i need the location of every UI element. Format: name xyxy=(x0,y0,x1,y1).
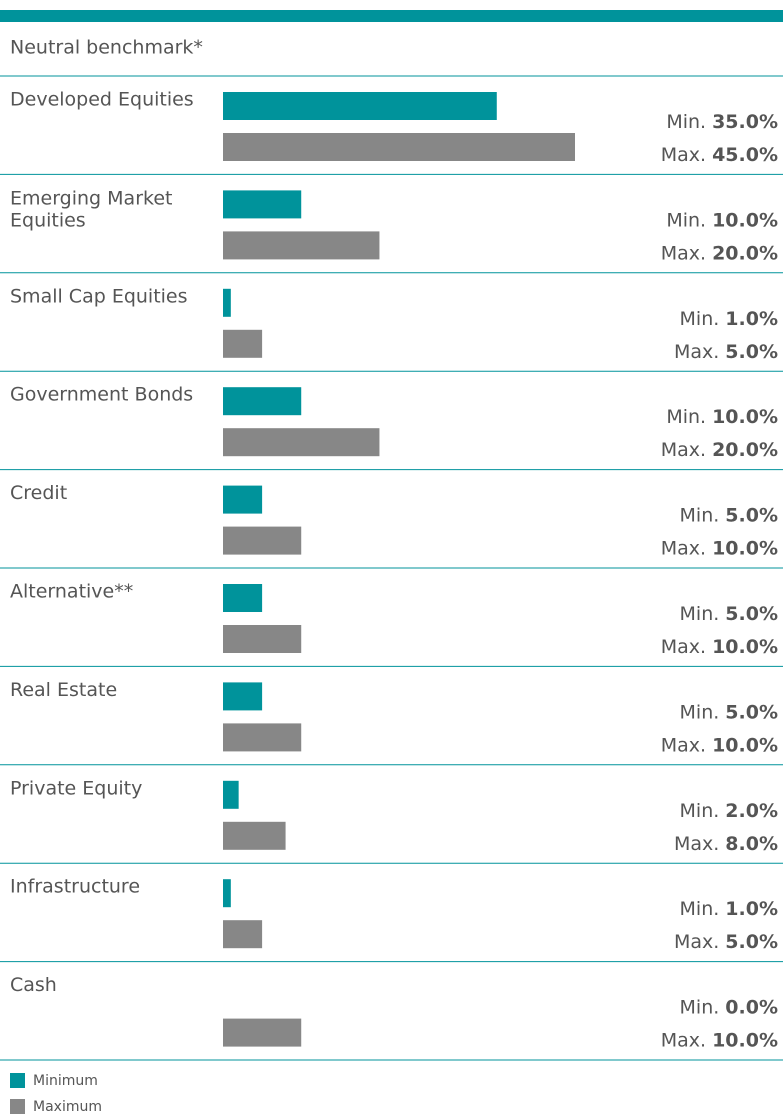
bar xyxy=(223,133,575,161)
value-prefix: Min. xyxy=(680,307,720,329)
legend-label: Maximum xyxy=(33,1099,102,1115)
value-number: 35.0% xyxy=(712,111,778,133)
value-prefix: Max. xyxy=(661,242,706,264)
bar xyxy=(223,780,239,809)
value-number: 5.0% xyxy=(725,504,778,526)
category-label: Cash xyxy=(10,974,57,996)
bar xyxy=(223,92,497,120)
category-label: Infrastructure xyxy=(10,876,140,898)
value-prefix: Max. xyxy=(661,439,706,461)
bar xyxy=(223,485,263,514)
bar xyxy=(223,387,302,416)
value-label: Max. 10.0% xyxy=(661,1029,778,1051)
category-line: Emerging Market xyxy=(10,187,172,209)
value-label: Max. 20.0% xyxy=(661,439,778,461)
value-number: 0.0% xyxy=(725,996,778,1018)
top-band xyxy=(0,10,783,22)
value-number: 10.0% xyxy=(712,406,778,428)
value-number: 2.0% xyxy=(725,799,778,821)
value-prefix: Min. xyxy=(666,406,706,428)
value-label: Max. 20.0% xyxy=(661,242,778,264)
bar xyxy=(223,879,231,908)
value-label: Min. 35.0% xyxy=(666,111,778,133)
value-label: Min. 5.0% xyxy=(680,701,778,723)
bar xyxy=(223,625,302,653)
bar xyxy=(223,329,263,358)
category-label: Credit xyxy=(10,482,67,504)
category-label: Alternative** xyxy=(10,581,133,603)
value-prefix: Min. xyxy=(666,209,706,231)
bar xyxy=(223,682,263,711)
value-prefix: Min. xyxy=(680,898,720,920)
value-number: 8.0% xyxy=(725,832,778,854)
value-label: Max. 10.0% xyxy=(661,636,778,658)
bar xyxy=(223,821,286,850)
value-number: 20.0% xyxy=(712,242,778,264)
category-label: Developed Equities xyxy=(10,89,194,111)
category-label: Real Estate xyxy=(10,679,117,701)
value-number: 5.0% xyxy=(725,931,778,953)
value-prefix: Max. xyxy=(674,931,719,953)
value-number: 10.0% xyxy=(712,734,778,756)
value-number: 10.0% xyxy=(712,537,778,559)
value-label: Min. 2.0% xyxy=(680,799,778,821)
value-label: Min. 5.0% xyxy=(680,603,778,625)
bar xyxy=(223,584,263,612)
category-label: Private Equity xyxy=(10,777,142,799)
category-line: Equities xyxy=(10,209,86,231)
value-prefix: Max. xyxy=(661,144,706,166)
category-label: Small Cap Equities xyxy=(10,285,188,307)
bar xyxy=(223,526,302,555)
legend-swatch xyxy=(10,1073,25,1088)
value-label: Max. 5.0% xyxy=(674,340,778,362)
value-prefix: Max. xyxy=(661,537,706,559)
value-prefix: Min. xyxy=(680,504,720,526)
value-prefix: Min. xyxy=(680,799,720,821)
value-label: Min. 1.0% xyxy=(680,307,778,329)
value-prefix: Max. xyxy=(674,832,719,854)
value-number: 1.0% xyxy=(725,307,778,329)
value-label: Min. 0.0% xyxy=(680,996,778,1018)
value-prefix: Max. xyxy=(661,636,706,658)
legend-label: Minimum xyxy=(33,1073,98,1089)
bar xyxy=(223,428,380,457)
bar xyxy=(223,920,263,949)
value-label: Max. 5.0% xyxy=(674,931,778,953)
value-label: Min. 5.0% xyxy=(680,504,778,526)
value-label: Min. 10.0% xyxy=(666,406,778,428)
value-prefix: Max. xyxy=(661,1029,706,1051)
chart-title: Neutral benchmark* xyxy=(10,37,203,59)
value-number: 5.0% xyxy=(725,701,778,723)
value-number: 10.0% xyxy=(712,1029,778,1051)
value-number: 10.0% xyxy=(712,636,778,658)
bar xyxy=(223,190,302,219)
bar xyxy=(223,231,380,260)
value-prefix: Max. xyxy=(661,734,706,756)
value-label: Max. 10.0% xyxy=(661,734,778,756)
value-prefix: Min. xyxy=(680,603,720,625)
category-label: Government Bonds xyxy=(10,384,193,406)
value-label: Max. 10.0% xyxy=(661,537,778,559)
value-number: 5.0% xyxy=(725,340,778,362)
value-number: 45.0% xyxy=(712,144,778,166)
category-label: Emerging Market Equities xyxy=(10,187,172,231)
legend-swatch xyxy=(10,1099,25,1114)
value-number: 20.0% xyxy=(712,439,778,461)
value-label: Min. 10.0% xyxy=(666,209,778,231)
bar xyxy=(223,1018,302,1047)
value-number: 10.0% xyxy=(712,209,778,231)
bar xyxy=(223,288,231,317)
value-number: 1.0% xyxy=(725,898,778,920)
value-label: Max. 8.0% xyxy=(674,832,778,854)
value-prefix: Min. xyxy=(666,111,706,133)
value-label: Max. 45.0% xyxy=(661,144,778,166)
bar xyxy=(223,723,302,752)
value-prefix: Max. xyxy=(674,340,719,362)
value-label: Min. 1.0% xyxy=(680,898,778,920)
value-prefix: Min. xyxy=(680,701,720,723)
value-number: 5.0% xyxy=(725,603,778,625)
value-prefix: Min. xyxy=(680,996,720,1018)
